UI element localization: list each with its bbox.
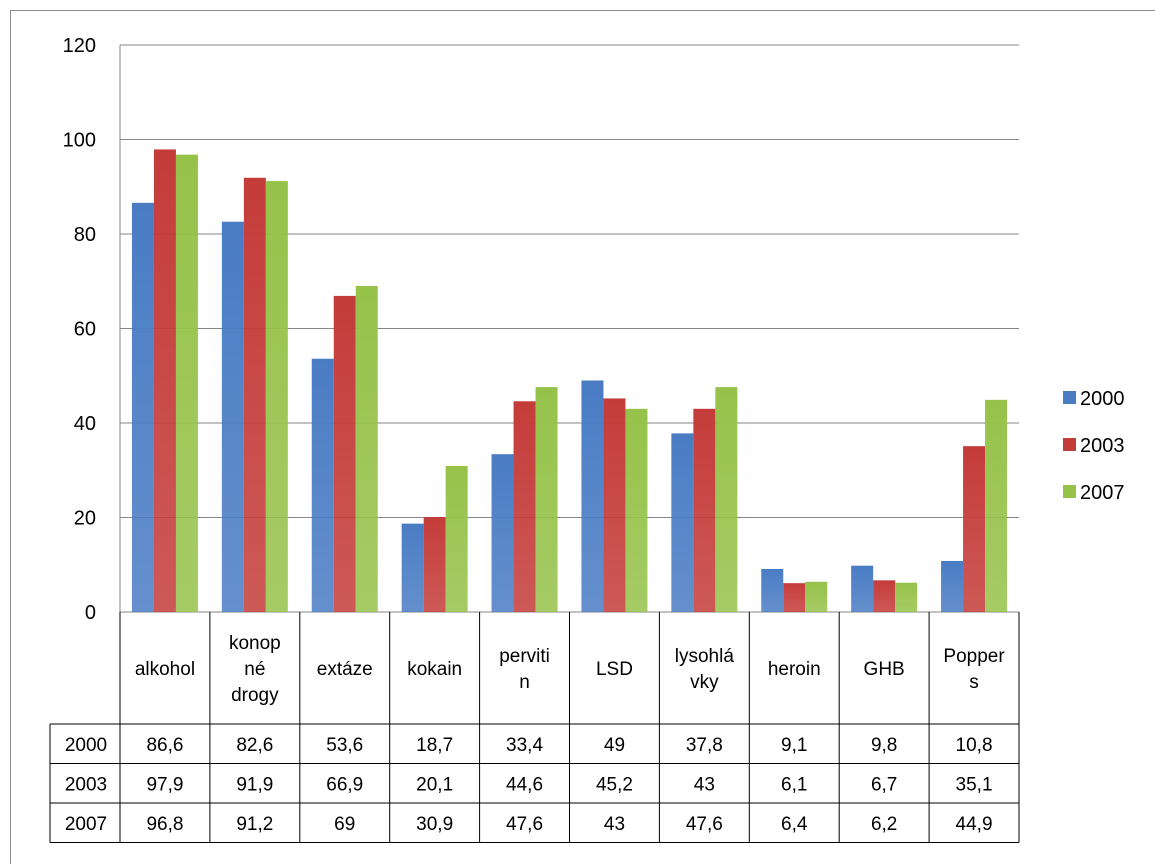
- y-tick-label: 80: [74, 224, 96, 246]
- y-tick-label: 100: [63, 130, 96, 152]
- bar-2000-7: [761, 569, 784, 612]
- table-cell: 86,6: [146, 735, 183, 756]
- table-row-header: 2003: [65, 774, 107, 795]
- bar-2000-4: [491, 454, 514, 612]
- table-cell: 6,1: [781, 774, 807, 795]
- category-label: Popper: [943, 646, 1005, 667]
- bar-2007-4: [535, 387, 558, 612]
- table-cell: 91,2: [236, 814, 273, 835]
- table-cell: 47,6: [506, 814, 543, 835]
- bar-2003-6: [693, 408, 716, 612]
- category-label: alkohol: [135, 659, 195, 680]
- bar-2007-5: [625, 408, 648, 612]
- legend-label-2000: 2000: [1080, 388, 1125, 410]
- table-cell: 69: [334, 814, 355, 835]
- legend-swatch-2000: [1063, 391, 1076, 404]
- table-cell: 45,2: [596, 774, 633, 795]
- table-cell: 6,4: [781, 814, 808, 835]
- table-cell: 20,1: [416, 774, 453, 795]
- table-cell: 30,9: [416, 814, 453, 835]
- chart-frame: [10, 10, 1155, 864]
- table-cell: 53,6: [326, 735, 363, 756]
- data-table: alkohol konop né drogy extáze kokain perviti n L…: [49, 612, 1020, 843]
- category-label: vky: [690, 672, 719, 693]
- legend-label-2007: 2007: [1080, 482, 1125, 504]
- category-label: n: [519, 672, 530, 693]
- table-cell: 47,6: [686, 814, 723, 835]
- table-cell: 43: [604, 814, 625, 835]
- table-cell: 91,9: [236, 774, 273, 795]
- bar-2007-2: [355, 285, 378, 612]
- bar-2007-7: [805, 581, 828, 612]
- legend-label-2003: 2003: [1080, 435, 1125, 457]
- bar-2000-8: [851, 565, 874, 612]
- bar-2003-5: [603, 398, 626, 612]
- category-label: lysohlá: [675, 646, 735, 667]
- table-cell: 82,6: [236, 735, 273, 756]
- category-label: LSD: [596, 659, 633, 680]
- bar-2003-7: [783, 583, 806, 612]
- category-label: s: [969, 672, 979, 693]
- table-cell: 9,8: [871, 735, 897, 756]
- bar-2000-1: [221, 221, 244, 612]
- category-label: né: [244, 659, 265, 680]
- y-tick-label: 20: [74, 508, 96, 530]
- table-cell: 97,9: [146, 774, 183, 795]
- table-cell: 43: [694, 774, 715, 795]
- y-tick-label: 40: [74, 413, 96, 435]
- bar-2007-8: [895, 582, 918, 612]
- table-row-header: 2007: [65, 814, 107, 835]
- table-cell: 6,7: [871, 774, 897, 795]
- category-label: konop: [229, 633, 281, 654]
- table-cell: 44,6: [506, 774, 543, 795]
- bar-2000-6: [671, 433, 694, 612]
- table-cell: 33,4: [506, 735, 543, 756]
- category-label: kokain: [407, 659, 462, 680]
- bar-2000-2: [311, 358, 334, 612]
- bar-2007-6: [715, 387, 738, 612]
- legend: 2000 2003 2007: [1063, 388, 1125, 504]
- bar-2000-9: [941, 560, 964, 612]
- bar-2000-3: [401, 523, 424, 612]
- table-cell: 6,2: [871, 814, 897, 835]
- table-row-header: 2000: [65, 735, 107, 756]
- bar-2003-3: [423, 517, 446, 612]
- y-tick-label: 60: [74, 319, 96, 341]
- bars: [131, 149, 1008, 613]
- y-tick-label: 0: [85, 602, 96, 624]
- bar-2003-9: [963, 446, 986, 612]
- table-cell: 96,8: [146, 814, 183, 835]
- bar-2003-1: [243, 177, 266, 612]
- table-cell: 66,9: [326, 774, 363, 795]
- bar-2003-8: [873, 580, 896, 612]
- legend-swatch-2003: [1063, 438, 1076, 451]
- bar-2007-3: [445, 465, 468, 612]
- bar-2003-4: [513, 401, 536, 612]
- category-label: extáze: [317, 659, 373, 680]
- table-cell: 37,8: [686, 735, 723, 756]
- y-tick-label: 120: [63, 35, 96, 57]
- table-cell: 10,8: [956, 735, 993, 756]
- category-label: GHB: [864, 659, 905, 680]
- table-cell: 9,1: [781, 735, 807, 756]
- table-cell: 49: [604, 735, 625, 756]
- table-cell: 35,1: [956, 774, 993, 795]
- axes: 0 20 40 60 80 100 120: [63, 35, 121, 624]
- category-label: heroin: [768, 659, 821, 680]
- bar-2007-0: [175, 154, 198, 612]
- bar-2007-9: [985, 399, 1008, 612]
- legend-swatch-2007: [1063, 485, 1076, 498]
- bar-2000-5: [581, 380, 604, 612]
- category-label: drogy: [231, 685, 279, 706]
- bar-2003-2: [333, 295, 356, 612]
- bar-2003-0: [153, 149, 176, 613]
- table-cell: 18,7: [416, 735, 453, 756]
- bar-2000-0: [131, 202, 154, 612]
- category-label: perviti: [499, 646, 550, 667]
- table-cell: 44,9: [956, 814, 993, 835]
- bar-2007-1: [265, 181, 288, 612]
